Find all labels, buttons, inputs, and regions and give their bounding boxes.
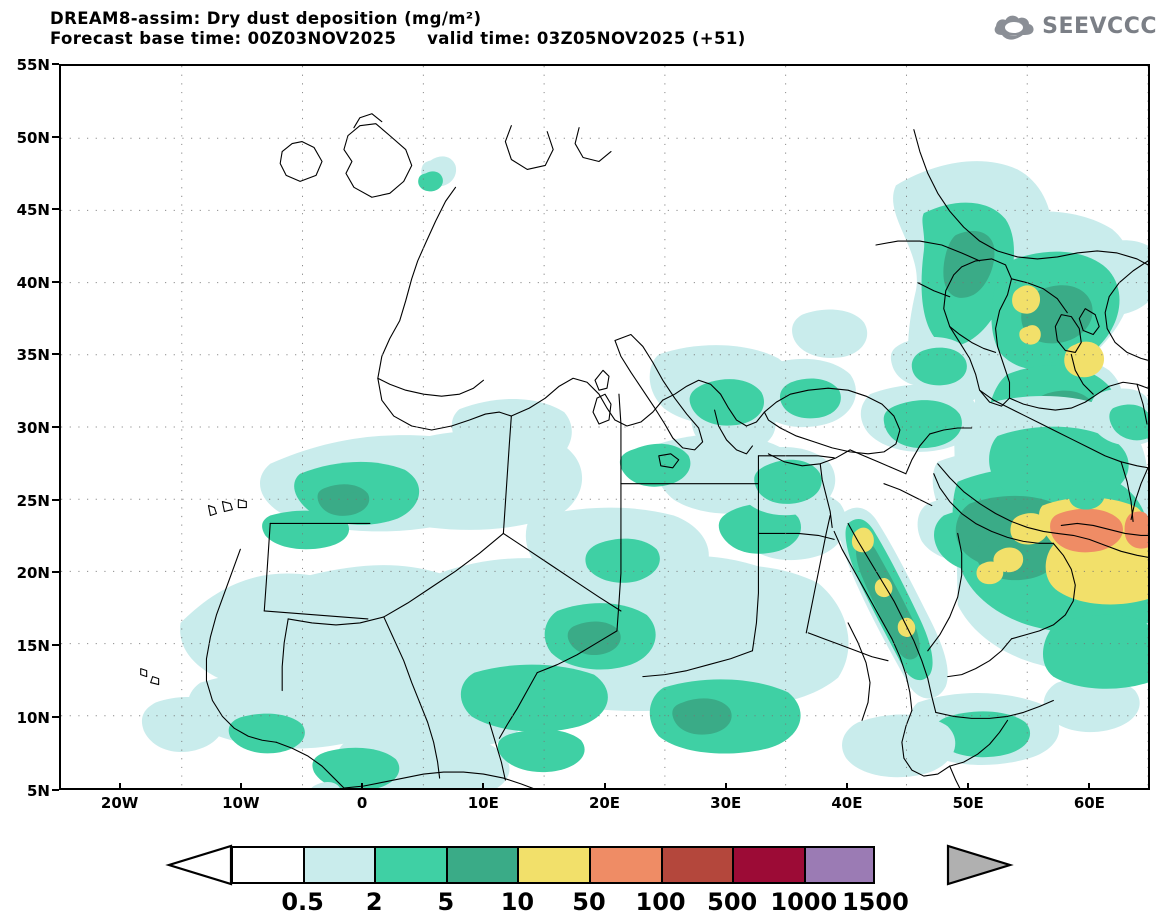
lat-tick-mark: [52, 789, 59, 791]
colorbar-arrows: [165, 844, 1014, 886]
colorbar-segment: [732, 846, 804, 884]
lat-tick-label: 50N: [16, 128, 50, 147]
lon-tick-label: 30E: [710, 794, 742, 812]
lon-tick-label: 0: [356, 794, 368, 812]
colorbar-segment: [302, 846, 375, 884]
colorbar-segment: [374, 846, 446, 884]
lat-tick-mark: [52, 571, 59, 574]
lat-tick-label: 25N: [16, 491, 50, 510]
lat-tick-mark: [52, 208, 59, 211]
lon-tick-mark: [967, 783, 970, 790]
colorbar-segment: [803, 846, 876, 884]
lon-tick-mark: [482, 783, 485, 790]
lon-tick-label: 10W: [222, 794, 260, 812]
colorbar-tick-label: 1500: [841, 888, 909, 916]
colorbar-segment: [517, 846, 589, 884]
lon-tick-label: 40E: [831, 794, 863, 812]
lon-tick-mark: [361, 783, 364, 790]
cloud-icon: [994, 15, 1034, 40]
lon-tick-label: 20W: [100, 794, 139, 812]
lat-tick-label: 55N: [16, 56, 50, 74]
lat-tick-label: 5N: [27, 782, 50, 800]
lat-tick-mark: [52, 716, 59, 719]
dust-deposition-map: [61, 66, 1148, 788]
lon-tick-mark: [118, 783, 121, 790]
lat-tick-mark: [52, 426, 59, 428]
colorbar-segments: [231, 846, 876, 884]
colorbar-legend: 0.5 2 5 10 50 100 500 1000 1500: [0, 840, 1165, 916]
lat-tick-mark: [52, 280, 59, 283]
lon-tick-label: 50E: [952, 794, 984, 812]
dust-concentration-field: [141, 156, 1148, 788]
lat-tick-mark: [52, 498, 59, 501]
lat-tick-mark: [52, 643, 59, 646]
colorbar-segment: [445, 846, 518, 884]
lat-tick-label: 45N: [16, 201, 50, 220]
coastlines-and-borders: [140, 113, 1148, 788]
lat-tick-label: 35N: [16, 346, 50, 365]
lon-tick-label: 20E: [588, 794, 621, 812]
lon-tick-mark: [603, 783, 606, 790]
page-title: DREAM8-assim: Dry dust deposition (mg/m²…: [50, 9, 482, 28]
colorbar-segment: [588, 846, 661, 884]
map-plot-area[interactable]: [59, 64, 1150, 790]
lat-tick-label: 40N: [16, 273, 50, 292]
colorbar-segment: [660, 846, 733, 884]
lat-tick-mark: [52, 135, 59, 138]
lat-tick-mark: [52, 63, 59, 65]
colorbar-under-arrow: [165, 844, 233, 886]
colorbar-over-arrow: [946, 844, 1014, 886]
lat-tick-label: 20N: [16, 564, 50, 583]
lat-tick-label: 10N: [16, 709, 50, 728]
lon-tick-mark: [1088, 783, 1091, 790]
lon-tick-mark: [845, 783, 848, 790]
forecast-time-subtitle: Forecast base time: 00Z03NOV2025 valid t…: [50, 29, 746, 48]
lat-tick-label: 30N: [16, 419, 50, 437]
lat-tick-mark: [52, 353, 59, 356]
lon-tick-label: 10E: [467, 794, 499, 812]
seevccc-logo: SEEVCCC: [992, 8, 1157, 44]
lon-tick-mark: [239, 783, 242, 790]
lat-tick-label: 15N: [16, 636, 50, 655]
logo-text: SEEVCCC: [1042, 13, 1157, 39]
lon-tick-label: 60E: [1073, 794, 1105, 812]
lon-tick-mark: [724, 783, 727, 790]
colorbar-segment: [231, 846, 303, 884]
